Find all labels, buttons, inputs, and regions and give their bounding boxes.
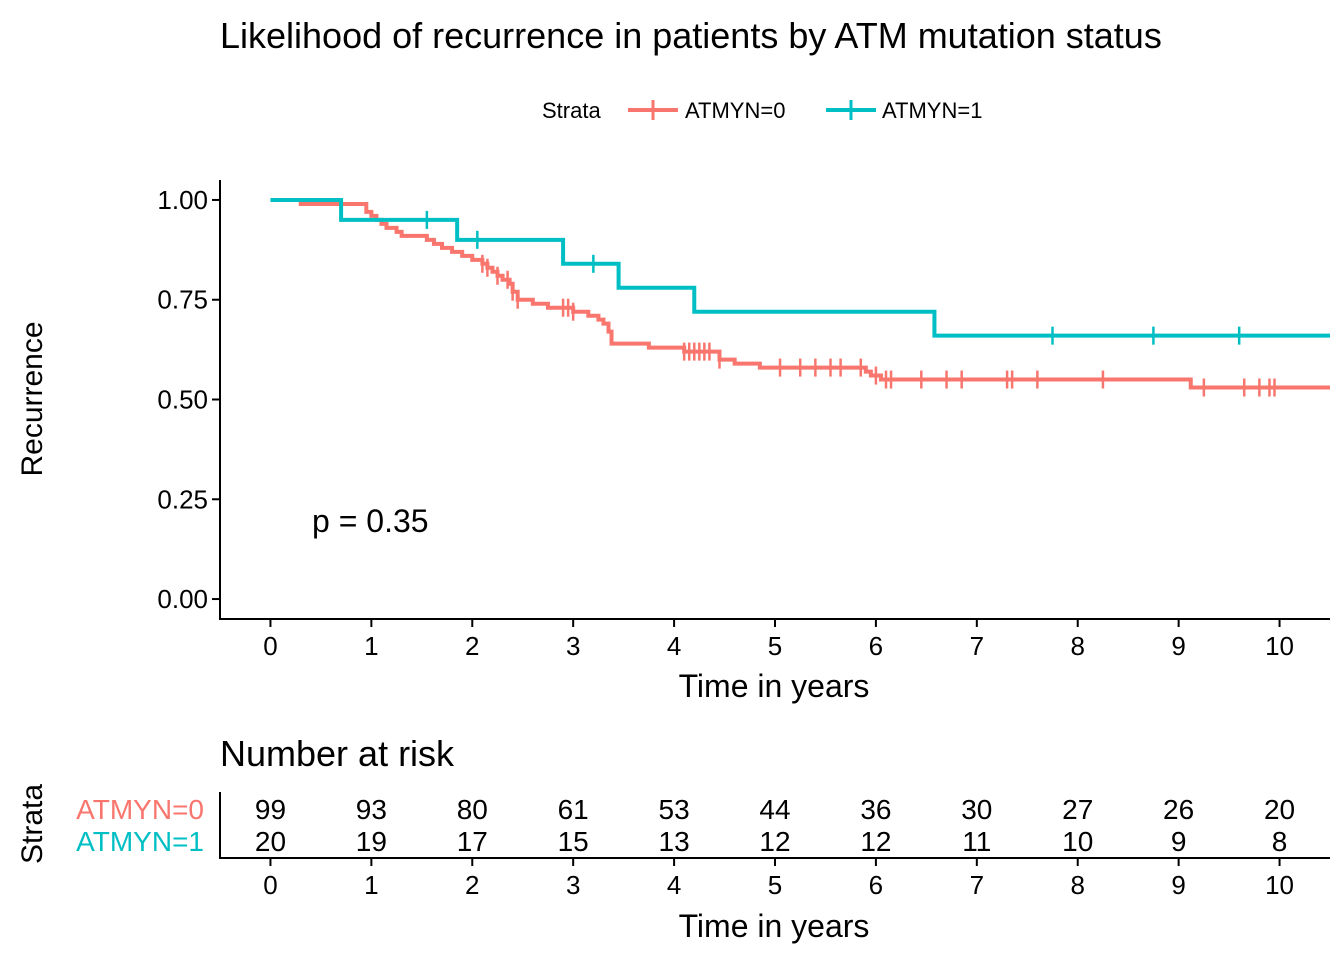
risk-row-label: ATMYN=1 xyxy=(76,826,204,857)
risk-x-tick-label: 9 xyxy=(1171,870,1185,900)
x-tick-label: 6 xyxy=(869,631,883,661)
risk-x-tick-label: 1 xyxy=(364,870,378,900)
risk-cell: 17 xyxy=(457,826,488,857)
y-tick-label: 1.00 xyxy=(157,185,208,215)
x-tick-label: 3 xyxy=(566,631,580,661)
risk-x-tick-label: 8 xyxy=(1070,870,1084,900)
risk-table-x-axis-label: Time in years xyxy=(679,908,870,944)
legend-title: Strata xyxy=(542,98,601,123)
x-tick-label: 2 xyxy=(465,631,479,661)
legend: Strata ATMYN=0 ATMYN=1 xyxy=(542,98,982,123)
risk-x-tick-label: 5 xyxy=(768,870,782,900)
risk-cell: 27 xyxy=(1062,794,1093,825)
risk-x-tick-label: 2 xyxy=(465,870,479,900)
risk-x-tick-label: 4 xyxy=(667,870,681,900)
risk-cell: 10 xyxy=(1062,826,1093,857)
x-tick-label: 0 xyxy=(263,631,277,661)
risk-table-y-label: Strata xyxy=(16,784,49,864)
x-tick-label: 10 xyxy=(1265,631,1294,661)
risk-row-label: ATMYN=0 xyxy=(76,794,204,825)
x-tick-label: 7 xyxy=(970,631,984,661)
risk-cell: 12 xyxy=(860,826,891,857)
risk-cell: 13 xyxy=(659,826,690,857)
risk-cell: 8 xyxy=(1272,826,1288,857)
risk-cell: 53 xyxy=(659,794,690,825)
risk-cell: 9 xyxy=(1171,826,1187,857)
risk-x-tick-label: 0 xyxy=(263,870,277,900)
risk-table-rows: ATMYN=0 99 93 80 61 53 44 36 30 27 26 20 ATMYN=1 20 19… xyxy=(76,794,1295,857)
risk-cell: 20 xyxy=(255,826,286,857)
y-tick-label: 0.25 xyxy=(157,484,208,514)
y-tick-label: 0.75 xyxy=(157,285,208,315)
risk-cell: 44 xyxy=(759,794,790,825)
risk-cell: 61 xyxy=(558,794,589,825)
risk-x-tick-label: 7 xyxy=(970,870,984,900)
x-tick-label: 5 xyxy=(768,631,782,661)
risk-cell: 11 xyxy=(962,826,991,857)
x-axis-label: Time in years xyxy=(679,668,870,704)
risk-table-title: Number at risk xyxy=(220,733,455,774)
risk-cell: 26 xyxy=(1163,794,1194,825)
p-value-annotation: p = 0.35 xyxy=(312,503,429,539)
km-curves xyxy=(270,197,1330,397)
risk-cell: 12 xyxy=(759,826,790,857)
x-tick-label: 8 xyxy=(1070,631,1084,661)
x-axis-ticks: 0 1 2 3 4 5 6 7 8 9 10 xyxy=(263,619,1294,661)
risk-cell: 15 xyxy=(558,826,589,857)
risk-cell: 93 xyxy=(356,794,387,825)
risk-table-x-axis-ticks: 0 1 2 3 4 5 6 7 8 9 10 xyxy=(263,858,1294,900)
y-tick-label: 0.50 xyxy=(157,385,208,415)
risk-x-tick-label: 10 xyxy=(1265,870,1294,900)
risk-x-tick-label: 6 xyxy=(869,870,883,900)
x-tick-label: 1 xyxy=(364,631,378,661)
risk-cell: 36 xyxy=(860,794,891,825)
y-axis-ticks: 0.00 0.25 0.50 0.75 1.00 xyxy=(157,185,220,614)
x-tick-label: 4 xyxy=(667,631,681,661)
risk-cell: 19 xyxy=(356,826,387,857)
legend-label-atmyn0: ATMYN=0 xyxy=(685,98,785,123)
y-tick-label: 0.00 xyxy=(157,584,208,614)
risk-x-tick-label: 3 xyxy=(566,870,580,900)
risk-cell: 30 xyxy=(961,794,992,825)
legend-label-atmyn1: ATMYN=1 xyxy=(882,98,982,123)
chart-title: Likelihood of recurrence in patients by … xyxy=(220,15,1162,56)
legend-key-atmyn0 xyxy=(628,100,678,120)
km-curve-atmyn1 xyxy=(270,197,1330,338)
risk-cell: 99 xyxy=(255,794,286,825)
risk-cell: 20 xyxy=(1264,794,1295,825)
y-axis-label: Recurrence xyxy=(16,321,49,476)
legend-key-atmyn1 xyxy=(826,100,876,120)
risk-cell: 80 xyxy=(457,794,488,825)
x-tick-label: 9 xyxy=(1171,631,1185,661)
